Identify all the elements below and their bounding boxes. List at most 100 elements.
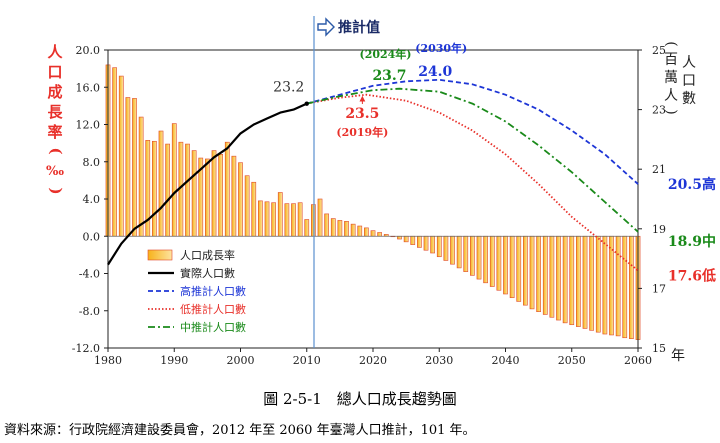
growth-rate-bar <box>397 235 402 240</box>
growth-rate-bar <box>436 235 442 258</box>
growth-rate-bar <box>317 198 323 237</box>
right-axis-label: 人 口 數 ( 百 萬 人 ) <box>663 41 696 114</box>
left-axis-tick-label: 12.0 <box>76 119 101 132</box>
growth-rate-bar <box>542 235 548 315</box>
projection-arrow-icon <box>317 17 335 37</box>
legend-entry-label: 實際人口數 <box>180 266 235 280</box>
left-axis-label-char: 口 <box>47 63 62 81</box>
annotation-start-value: 23.2 <box>273 80 304 96</box>
legend-swatch-growth-rate <box>147 249 173 261</box>
x-axis-tick-label: 1980 <box>94 354 122 367</box>
left-axis-tick-label: 20.0 <box>76 44 101 57</box>
growth-rate-bar <box>244 175 250 237</box>
growth-rate-bar <box>589 235 594 331</box>
growth-rate-bar <box>602 235 608 335</box>
growth-rate-bar <box>529 235 535 310</box>
right-axis-tick-label: 19 <box>652 223 666 236</box>
high-projection-line <box>306 78 639 185</box>
right-axis-label-char: 人 <box>682 55 696 71</box>
growth-rate-bar <box>251 181 257 237</box>
growth-rate-bar <box>562 235 568 324</box>
annotation-medium-peak-value: 23.7 <box>372 68 406 84</box>
growth-rate-bar <box>271 202 276 237</box>
growth-rate-bar <box>297 202 303 237</box>
growth-rate-bar <box>536 235 541 312</box>
growth-rate-bar <box>231 155 237 237</box>
growth-rate-bar <box>430 235 435 254</box>
growth-rate-bar <box>549 235 555 318</box>
right-axis-label-char: ) <box>663 109 679 114</box>
left-axis-label: 人 口 成 長 率 ( ‰ ) <box>46 43 65 195</box>
growth-rate-bar <box>324 213 329 237</box>
growth-rate-bar <box>138 116 144 237</box>
growth-rate-bar <box>470 235 475 276</box>
growth-rate-bar <box>403 235 409 243</box>
growth-rate-bar <box>417 235 422 248</box>
annotation-high-peak-year: (2030年) <box>415 41 467 55</box>
growth-rate-bar <box>556 235 561 321</box>
right-axis-label-char: 人 <box>664 88 678 104</box>
axes: 20.0 16.0 12.0 8.0 4.0 0.0 -4.0 -8.0 -12.0 25 23 21… <box>72 44 685 367</box>
actual-population-endpoint <box>304 101 309 106</box>
left-axis-label-char: ( <box>47 147 65 154</box>
growth-rate-bar <box>423 235 429 251</box>
left-axis-label-char: 長 <box>47 103 63 121</box>
growth-rate-bar <box>211 150 217 237</box>
x-axis-tick-label: 2010 <box>293 354 321 367</box>
low-projection-line <box>306 93 639 272</box>
growth-rate-bar <box>622 235 628 339</box>
growth-rate-bar <box>224 141 230 237</box>
growth-rate-bar <box>185 143 190 237</box>
growth-rate-bar <box>569 235 575 326</box>
left-axis-label-char: ) <box>47 187 65 194</box>
growth-rate-bar <box>489 235 495 287</box>
growth-rate-bar <box>311 204 316 237</box>
right-axis-tick-label: 17 <box>652 282 666 295</box>
growth-rate-bar <box>595 235 601 333</box>
growth-rate-bar <box>291 203 296 237</box>
right-axis-tick-label: 23 <box>652 104 666 117</box>
growth-rate-bar <box>118 75 124 237</box>
growth-rate-bar <box>125 97 131 237</box>
growth-rate-bar <box>523 235 528 306</box>
growth-rate-bar <box>165 143 170 237</box>
annotation-medium-peak-year: (2024年) <box>359 47 411 61</box>
x-axis-tick-label: 1990 <box>160 354 188 367</box>
growth-rate-bar <box>304 219 310 237</box>
right-axis-label-char: 口 <box>682 73 696 89</box>
left-axis-tick-label: 0.0 <box>83 230 101 243</box>
x-axis-tick-label: 2000 <box>227 354 255 367</box>
annotation-low-peak-value: 23.5 <box>345 106 379 122</box>
annotation-high-peak-value: 24.0 <box>418 64 452 80</box>
growth-rate-bar <box>258 200 263 237</box>
left-axis-tick-label: -8.0 <box>79 305 100 318</box>
growth-rate-bar <box>516 235 522 302</box>
left-axis-label-char: ‰ <box>46 164 64 179</box>
growth-rate-bar <box>377 232 382 237</box>
left-axis-tick-label: 8.0 <box>83 156 101 169</box>
annotation-low-end-value: 17.6低 <box>668 268 716 285</box>
left-axis-tick-label: -12.0 <box>72 342 100 355</box>
growth-rate-bar <box>264 201 270 237</box>
population-lines <box>107 78 639 272</box>
annotation-high-end-value: 20.5高 <box>668 176 716 193</box>
x-axis-tick-label: 2050 <box>558 354 586 367</box>
x-axis-unit: 年 <box>671 348 685 364</box>
left-axis-label-char: 人 <box>47 43 63 61</box>
growth-rate-bar <box>410 235 416 245</box>
x-axis-tick-label: 2040 <box>492 354 520 367</box>
growth-rate-bar <box>456 235 462 269</box>
growth-rate-bar <box>344 221 349 237</box>
growth-rate-bar <box>609 235 614 336</box>
legend-entry-label: 低推計人口數 <box>180 302 246 316</box>
growth-rate-bar <box>443 235 449 261</box>
right-axis-tick-label: 25 <box>652 44 666 57</box>
growth-rate-bar <box>370 230 376 237</box>
right-axis-label-char: 萬 <box>664 70 678 86</box>
actual-population-line <box>107 102 308 266</box>
growth-rate-bar <box>171 123 177 237</box>
growth-rate-bar <box>158 130 164 237</box>
